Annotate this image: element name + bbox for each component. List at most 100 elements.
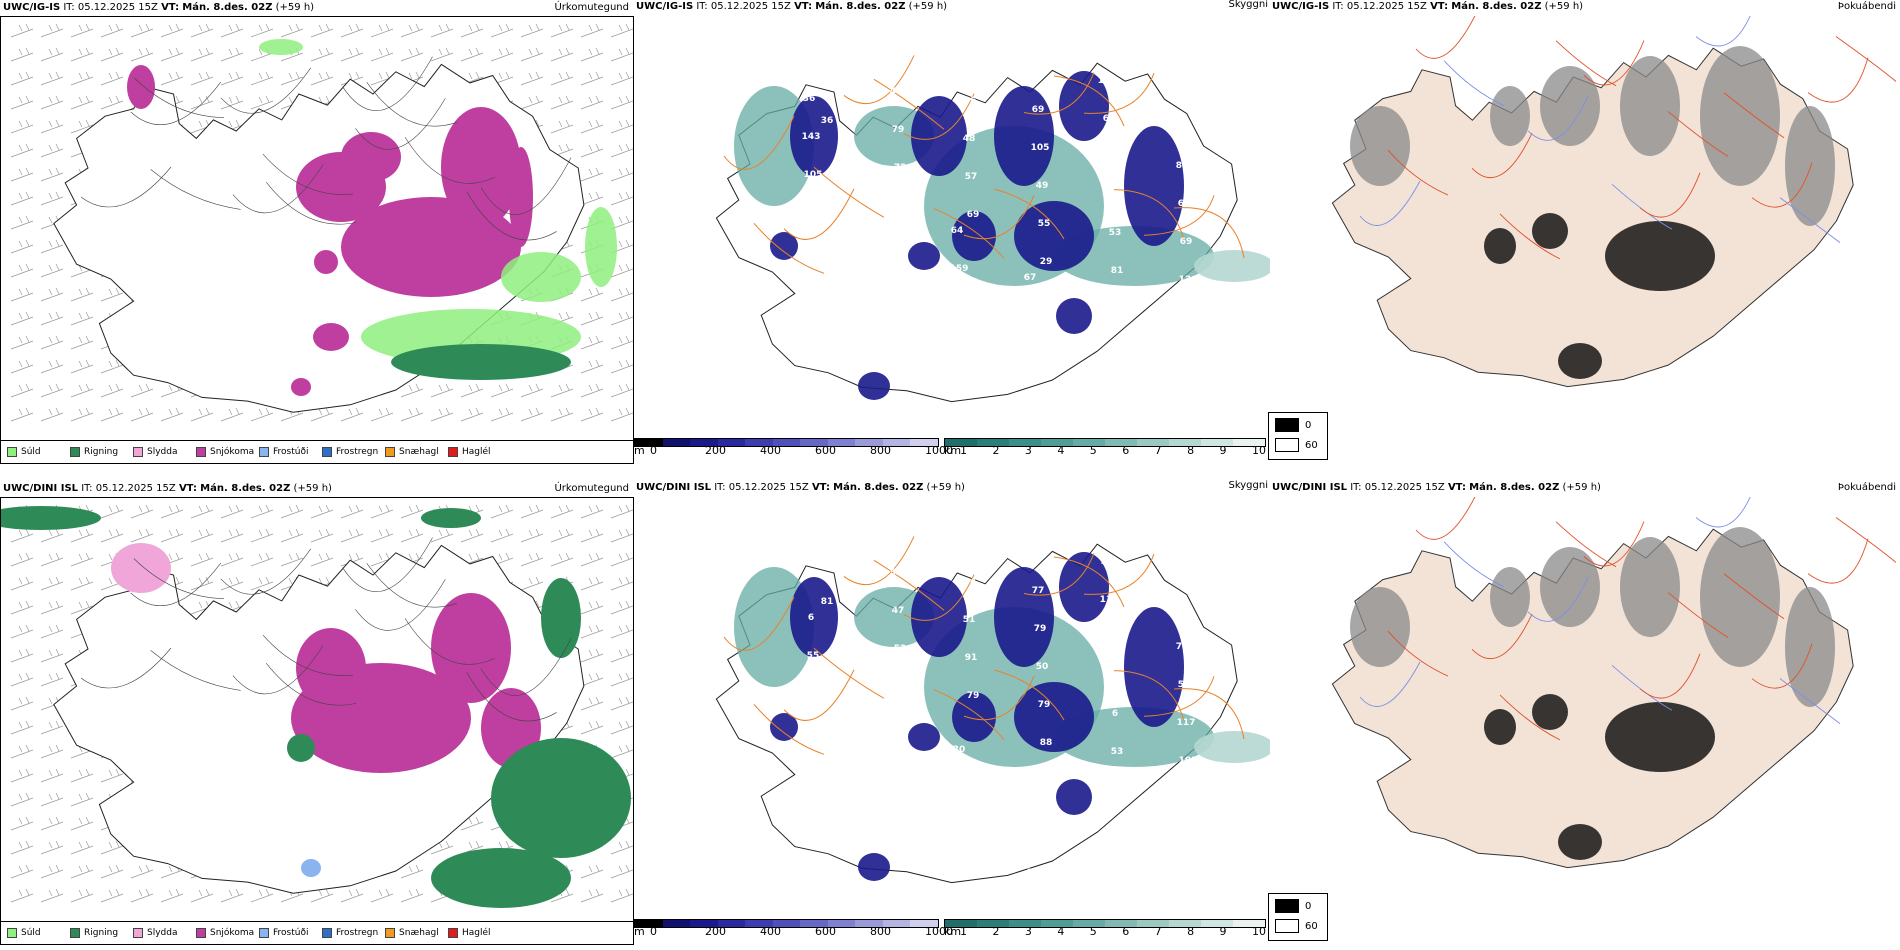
- snow-depth-label: 97: [882, 736, 895, 746]
- snow-area: [509, 147, 533, 247]
- wind-barb: [40, 119, 64, 134]
- colorbar-segment: [1009, 439, 1041, 446]
- legend-label: 60: [1305, 440, 1318, 451]
- precip-legend-item: Snæhagl: [385, 927, 439, 939]
- lead-time: (+59 h): [908, 1, 948, 12]
- fog-legend-item: 0: [1275, 418, 1311, 432]
- road-line: [150, 169, 241, 210]
- wind-barb: [70, 888, 94, 903]
- wind-barb: [520, 576, 544, 591]
- low-visibility-area: [1054, 226, 1214, 286]
- precip-legend-item: Slydda: [133, 927, 177, 939]
- wind-barb: [250, 576, 274, 591]
- wind-barb: [520, 504, 544, 519]
- wind-barb: [550, 528, 574, 543]
- colorbar-tick: 0: [650, 925, 657, 938]
- colorbar-segment: [800, 920, 828, 927]
- snow-depth-label: 50: [1036, 662, 1049, 672]
- road-line: [1835, 517, 1897, 563]
- wind-barb: [100, 768, 124, 783]
- wind-barb: [100, 840, 124, 855]
- it-label: IT:: [714, 482, 726, 493]
- snow-depth-label: 51: [1099, 358, 1112, 368]
- snow-depth-label: 81: [1111, 266, 1124, 276]
- precip-panel-bottom: UWC/DINI ISL IT: 05.12.2025 15Z VT: Mán.…: [0, 483, 634, 945]
- wind-barb: [190, 71, 214, 86]
- snow-depth-label: 321: [956, 378, 975, 388]
- legend-swatch: [1275, 899, 1299, 913]
- visibility-map-bottom: 10 81 52 79 88 65 42 60 47 91 79 53 62 74 52 51 50 6 103 11…: [715, 536, 1270, 884]
- wind-barb: [10, 407, 34, 422]
- legend-label: Snæhagl: [399, 447, 439, 457]
- wind-barb: [40, 792, 64, 807]
- colorbar-tick: 3: [1024, 444, 1032, 457]
- snow-depth-area: [1124, 126, 1184, 246]
- rain-area: [491, 738, 631, 858]
- road-line: [1667, 592, 1729, 638]
- road-line: [1471, 132, 1533, 179]
- road-line: [480, 638, 572, 696]
- snow-depth-area: [1124, 607, 1184, 727]
- vt-value: Mán. 8.des. 02Z: [1469, 482, 1560, 493]
- wind-barb: [10, 744, 34, 759]
- it-value: 05.12.2025 15Z: [95, 483, 176, 494]
- visibility-panel-bottom: UWC/DINI ISL IT: 05.12.2025 15Z VT: Mán.…: [634, 480, 1270, 945]
- fog-area: [1532, 694, 1568, 730]
- wind-barb: [610, 23, 633, 38]
- wind-barb: [70, 47, 94, 62]
- fog-map-bottom: [1331, 497, 1897, 869]
- wind-barb: [580, 504, 604, 519]
- wind-barb: [130, 47, 154, 62]
- snow-depth-label: 117: [1100, 595, 1119, 605]
- road-line: [903, 93, 975, 140]
- wind-barb: [100, 383, 124, 398]
- legend-label: 0: [1305, 901, 1312, 912]
- colorbar-unit: m: [634, 444, 645, 457]
- snow-area: [291, 378, 311, 396]
- wind-barb: [100, 71, 124, 86]
- road-line: [266, 182, 357, 225]
- colorbar-tick: 5: [1089, 444, 1097, 457]
- snow-depth-label: 87: [1174, 604, 1187, 614]
- wind-barb: [10, 768, 34, 783]
- colorbar-segment: [690, 920, 718, 927]
- wind-barb: [100, 528, 124, 543]
- fog-area: [1540, 547, 1600, 627]
- wind-barb: [610, 624, 633, 639]
- river-line: [1443, 60, 1505, 107]
- wind-barb: [10, 47, 34, 62]
- fog-panel-bottom: UWC/DINI ISL IT: 05.12.2025 15Z VT: Mán.…: [1268, 482, 1900, 945]
- snow-depth-label: 84: [882, 255, 895, 265]
- wind-barb: [100, 407, 124, 422]
- road-line: [80, 647, 172, 689]
- snow-depth-label: 29: [1040, 257, 1053, 267]
- snow-depth-area: [858, 372, 890, 400]
- wind-barb: [160, 888, 184, 903]
- road-line: [232, 645, 324, 695]
- snow-depth-label: 101: [1171, 123, 1190, 133]
- precip-map-top: [10, 23, 633, 422]
- wind-barb: [490, 528, 514, 543]
- snow-depth-label: 73: [894, 163, 907, 173]
- colorbar-tick: 200: [705, 444, 726, 457]
- lead-time: (+59 h): [1544, 1, 1584, 12]
- road-line: [266, 663, 357, 706]
- snow-depth-label: 93: [1186, 351, 1199, 361]
- vt-value: Mán. 8.des. 02Z: [182, 2, 273, 13]
- wind-barb: [580, 119, 604, 134]
- wind-barb: [520, 95, 544, 110]
- road-line: [1083, 553, 1155, 595]
- wind-barb: [70, 768, 94, 783]
- wind-barb: [10, 840, 34, 855]
- it-label: IT:: [696, 1, 708, 12]
- snow-area: [313, 323, 349, 351]
- fog-area: [1532, 213, 1568, 249]
- colorbar-segment: [827, 439, 856, 446]
- wind-barb: [10, 600, 34, 615]
- road-line: [1387, 630, 1449, 677]
- model-name: UWC/IG-IS: [636, 1, 694, 12]
- wind-barb: [40, 624, 64, 639]
- road-line: [130, 562, 222, 606]
- wind-barb: [10, 263, 34, 278]
- fog-area: [1605, 702, 1715, 772]
